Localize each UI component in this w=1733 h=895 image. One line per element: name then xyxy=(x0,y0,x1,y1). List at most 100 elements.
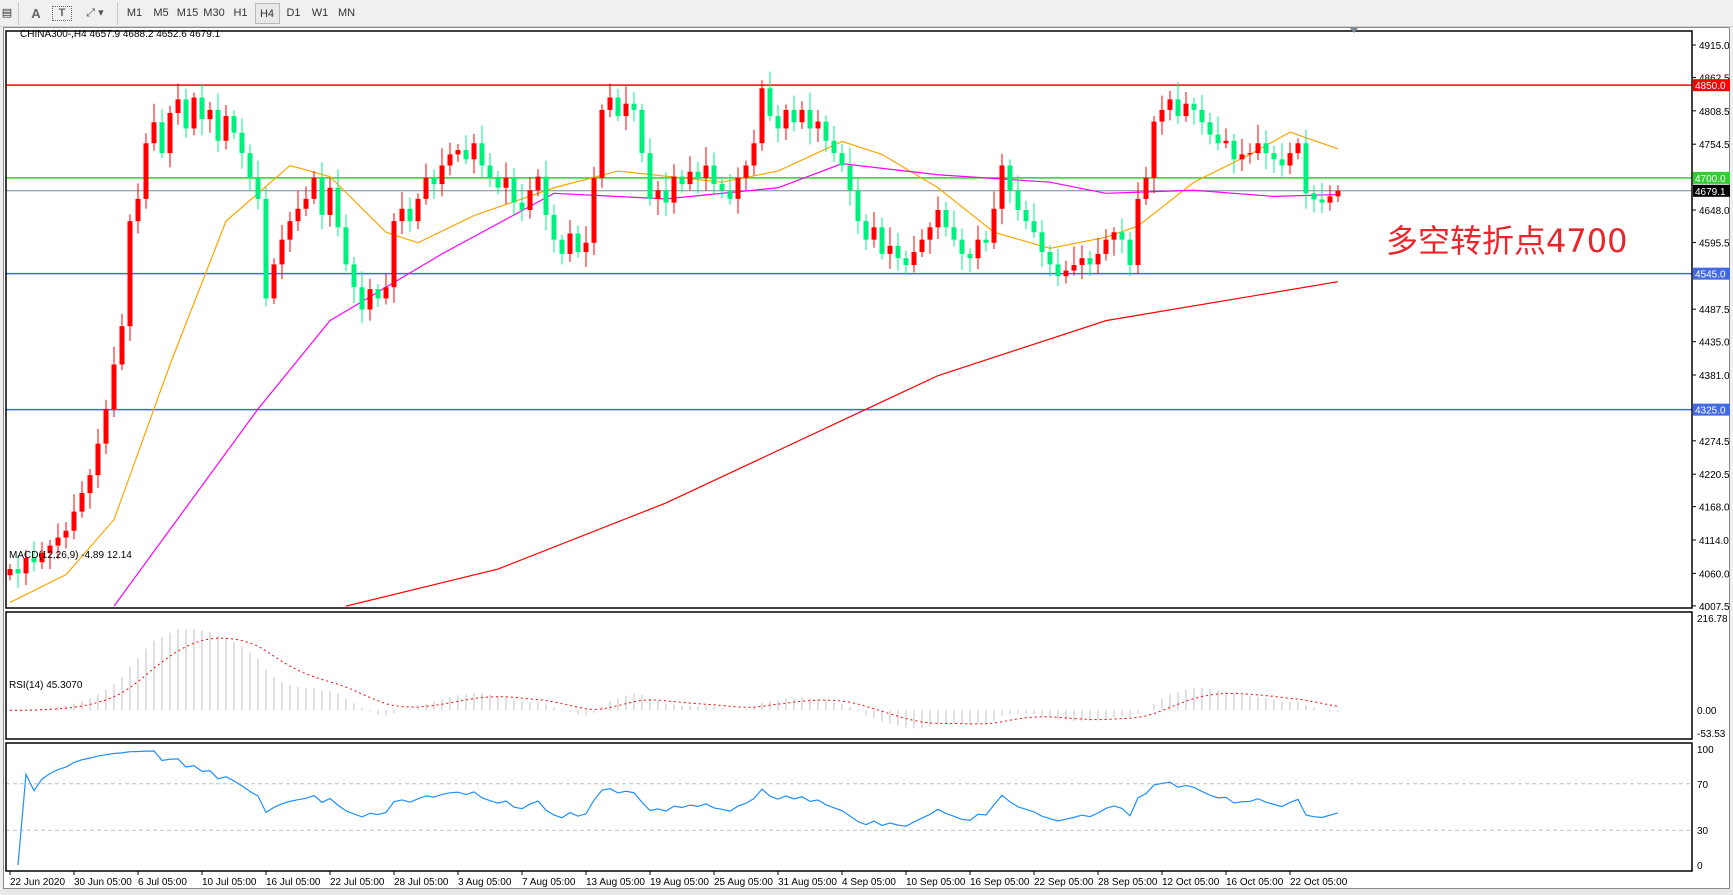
candle[interactable] xyxy=(455,143,461,162)
candle[interactable] xyxy=(239,118,245,169)
candle[interactable] xyxy=(1287,142,1293,175)
candle[interactable] xyxy=(255,160,261,210)
candle[interactable] xyxy=(1071,246,1077,276)
candle[interactable] xyxy=(935,196,941,240)
candle[interactable] xyxy=(1151,116,1157,194)
properties-icon[interactable]: ▤ xyxy=(1,7,13,19)
candle[interactable] xyxy=(143,133,149,209)
chart-canvas[interactable]: 4915.0 4862.5 4808.5 4754.5 4648.0 4595.5 4487… xyxy=(4,28,1731,890)
candle[interactable] xyxy=(295,190,301,232)
candle[interactable] xyxy=(63,522,69,549)
candle[interactable] xyxy=(1247,143,1253,164)
candle[interactable] xyxy=(967,248,973,272)
candle[interactable] xyxy=(895,232,901,271)
candle[interactable] xyxy=(1095,237,1101,274)
candle[interactable] xyxy=(367,278,373,321)
candle[interactable] xyxy=(95,428,101,489)
candle[interactable] xyxy=(503,162,509,204)
candle[interactable] xyxy=(607,83,613,118)
candle[interactable] xyxy=(335,169,341,237)
candle[interactable] xyxy=(1015,175,1021,221)
candle[interactable] xyxy=(31,541,37,572)
candle[interactable] xyxy=(231,110,237,139)
candle[interactable] xyxy=(831,125,837,162)
candle[interactable] xyxy=(511,167,517,217)
candle[interactable] xyxy=(135,183,141,234)
candle[interactable] xyxy=(623,86,629,131)
candle[interactable] xyxy=(911,235,917,273)
timeframe-w1[interactable]: W1 xyxy=(311,7,329,19)
candle[interactable] xyxy=(1263,130,1269,170)
candle[interactable] xyxy=(359,271,365,324)
candle[interactable] xyxy=(119,313,125,371)
candle[interactable] xyxy=(927,222,933,254)
candle[interactable] xyxy=(287,211,293,253)
candle[interactable] xyxy=(55,523,61,560)
timeframe-m1[interactable]: M1 xyxy=(126,7,143,19)
candle[interactable] xyxy=(1303,129,1309,209)
candle[interactable] xyxy=(1327,185,1333,211)
candle[interactable] xyxy=(111,346,117,418)
candle[interactable] xyxy=(567,219,573,262)
candle[interactable] xyxy=(1239,138,1245,172)
candle[interactable] xyxy=(1335,185,1341,202)
timeframe-d1[interactable]: D1 xyxy=(286,7,301,19)
candle[interactable] xyxy=(1271,145,1277,173)
candle[interactable] xyxy=(655,180,661,215)
candle[interactable] xyxy=(823,115,829,152)
candle[interactable] xyxy=(103,399,109,455)
candle[interactable] xyxy=(975,225,981,270)
candle[interactable] xyxy=(1039,219,1045,267)
candle[interactable] xyxy=(943,201,949,237)
timeframe-m30[interactable]: M30 xyxy=(203,7,225,19)
candle[interactable] xyxy=(703,146,709,191)
timeframe-m15[interactable]: M15 xyxy=(176,7,199,19)
candle[interactable] xyxy=(599,104,605,188)
candle[interactable] xyxy=(1143,166,1149,206)
candle[interactable] xyxy=(167,105,173,168)
candle[interactable] xyxy=(591,166,597,256)
candle[interactable] xyxy=(1231,133,1237,174)
candle[interactable] xyxy=(47,540,53,570)
candle[interactable] xyxy=(79,481,85,518)
candle[interactable] xyxy=(1311,185,1317,213)
candle[interactable] xyxy=(1167,90,1173,121)
candle[interactable] xyxy=(711,152,717,195)
candle[interactable] xyxy=(191,92,197,136)
candle[interactable] xyxy=(383,273,389,305)
candle[interactable] xyxy=(151,103,157,151)
candle[interactable] xyxy=(727,174,733,205)
candle[interactable] xyxy=(583,226,589,267)
text-label-tool-button[interactable]: T xyxy=(52,6,72,21)
text-tool-button[interactable]: A xyxy=(31,6,41,21)
candle[interactable] xyxy=(535,169,541,197)
candle[interactable] xyxy=(311,171,317,204)
candle[interactable] xyxy=(631,91,637,122)
candle[interactable] xyxy=(719,176,725,199)
candle[interactable] xyxy=(1031,203,1037,238)
candle[interactable] xyxy=(1119,218,1125,254)
candle[interactable] xyxy=(1111,227,1117,256)
candle[interactable] xyxy=(423,163,429,205)
candle[interactable] xyxy=(863,214,869,251)
candle[interactable] xyxy=(983,231,989,252)
candle[interactable] xyxy=(127,214,133,342)
candle[interactable] xyxy=(1063,260,1069,284)
candle[interactable] xyxy=(415,193,421,230)
candle[interactable] xyxy=(375,284,381,308)
candle[interactable] xyxy=(1279,143,1285,177)
candle[interactable] xyxy=(615,88,621,122)
candle[interactable] xyxy=(391,213,397,303)
candle[interactable] xyxy=(303,186,309,217)
candle[interactable] xyxy=(1055,248,1061,287)
candle[interactable] xyxy=(1207,112,1213,145)
chart-shift-marker-icon[interactable] xyxy=(1350,28,1358,33)
candle[interactable] xyxy=(871,211,877,248)
candle[interactable] xyxy=(775,104,781,143)
candle[interactable] xyxy=(687,156,693,191)
timeframe-m5[interactable]: M5 xyxy=(153,7,169,19)
candle[interactable] xyxy=(407,197,413,232)
candle[interactable] xyxy=(23,549,29,586)
candle[interactable] xyxy=(159,109,165,159)
timeframe-h1[interactable]: H1 xyxy=(233,7,248,19)
